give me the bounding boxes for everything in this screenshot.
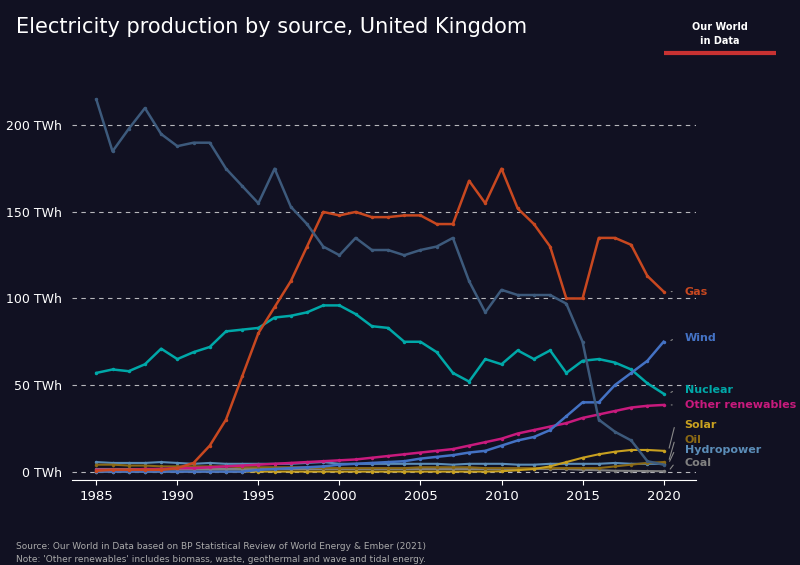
Text: Source: Our World in Data based on BP Statistical Review of World Energy & Ember: Source: Our World in Data based on BP St…	[16, 542, 426, 551]
Text: Hydropower: Hydropower	[685, 445, 761, 455]
Text: Our World: Our World	[692, 22, 748, 32]
Text: Wind: Wind	[685, 333, 717, 344]
Text: Nuclear: Nuclear	[685, 385, 733, 396]
Text: in Data: in Data	[700, 36, 740, 46]
Text: Coal: Coal	[685, 458, 712, 468]
Text: Solar: Solar	[685, 420, 717, 430]
Text: Electricity production by source, United Kingdom: Electricity production by source, United…	[16, 17, 527, 37]
Text: Other renewables: Other renewables	[685, 400, 796, 410]
Text: Oil: Oil	[685, 434, 702, 445]
Text: Gas: Gas	[685, 286, 708, 297]
Text: Note: 'Other renewables' includes biomass, waste, geothermal and wave and tidal : Note: 'Other renewables' includes biomas…	[16, 555, 426, 564]
